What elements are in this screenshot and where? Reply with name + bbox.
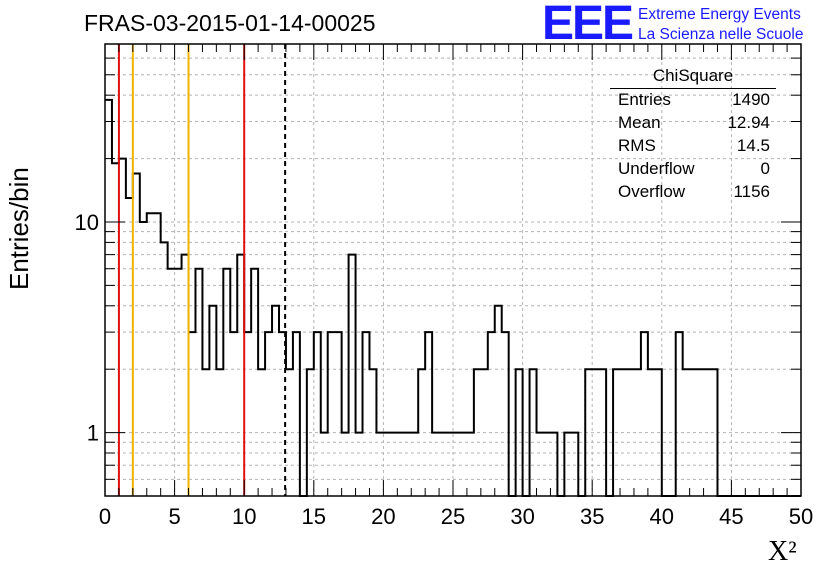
stat-label: Overflow [618,182,686,201]
histogram-step-line [105,98,801,497]
stat-label: RMS [618,136,656,155]
tick-labels: 0 5 10 15 20 25 30 35 40 45 50 1 10 [75,210,814,529]
x-tick-label: 10 [232,504,256,529]
stats-row: Entries 1490 [610,90,776,113]
stat-value: 12.94 [727,113,770,132]
stat-label: Mean [618,113,661,132]
stats-title: ChiSquare [610,66,776,89]
stat-value: 14.5 [736,136,770,155]
y-tick-label: 1 [87,421,99,446]
stats-row: Underflow 0 [610,159,776,182]
x-tick-label: 30 [510,504,534,529]
stats-row: Mean 12.94 [610,113,776,136]
stat-label: Entries [618,90,671,109]
eee-logo: EEE Extreme Energy Events La Scienza nel… [542,0,834,50]
tick-marks [104,44,802,496]
stats-row: Overflow 1156 [610,182,776,205]
x-tick-label: 15 [302,504,326,529]
x-axis-label: X² [768,536,797,567]
x-tick-label: 50 [789,504,813,529]
histogram [105,98,801,497]
x-tick-label: 0 [99,504,111,529]
x-tick-label: 5 [168,504,180,529]
y-axis-label: Entries/bin [4,167,34,290]
y-tick-label: 10 [75,210,99,235]
reference-lines [117,44,287,496]
x-tick-label: 35 [580,504,604,529]
logo-line-1: Extreme Energy Events [638,6,801,23]
stat-value: 0 [760,159,770,178]
x-tick-label: 25 [441,504,465,529]
logo-mark: EEE [542,0,634,50]
stats-row: RMS 14.5 [610,136,776,159]
logo-line-2: La Scienza nelle Scuole [638,26,804,43]
chart-title: FRAS-03-2015-01-14-00025 [84,10,376,36]
x-tick-label: 45 [719,504,743,529]
stat-value: 1156 [733,182,770,201]
stats-box: ChiSquare Entries 1490 Mean 12.94 RMS 14.5 … [610,66,776,205]
stat-label: Underflow [618,159,695,178]
stat-value: 1490 [732,90,770,109]
x-tick-label: 40 [650,504,674,529]
x-tick-label: 20 [371,504,395,529]
